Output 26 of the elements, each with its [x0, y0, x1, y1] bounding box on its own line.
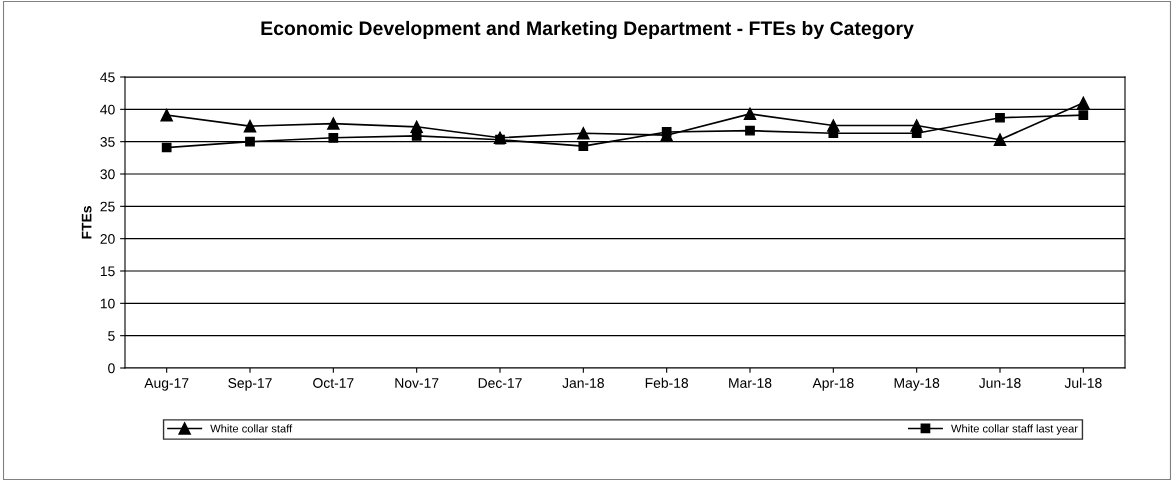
x-tick-label: Feb-18: [645, 377, 689, 388]
x-tick-label: Jul-18: [1064, 377, 1102, 388]
y-tick-label: 5: [108, 331, 115, 341]
y-tick-label: 20: [100, 234, 115, 244]
chart-title: Economic Development and Marketing Department - FTEs by Category: [261, 20, 914, 40]
y-tick-label: 30: [100, 169, 115, 180]
x-tick-label: Sep-17: [228, 378, 272, 391]
y-tick-label: 25: [100, 201, 115, 212]
y-axis-title: FTEs: [81, 206, 92, 239]
y-tick-label: 35: [100, 137, 115, 147]
y-tick-label: 0: [108, 363, 115, 374]
x-tick-label: Aug-17: [144, 378, 189, 391]
x-tick-label: Nov-17: [395, 378, 439, 388]
y-tick-label: 45: [100, 72, 115, 83]
x-tick-label: Jun-18: [978, 378, 1021, 388]
y-tick-label: 15: [100, 266, 115, 277]
legend-label: White collar staff: [210, 424, 293, 433]
x-tick-label: Apr-18: [812, 378, 854, 391]
x-tick-label: Oct-17: [313, 378, 354, 388]
y-tick-label: 40: [100, 104, 115, 115]
y-tick-label: 10: [100, 298, 115, 309]
legend-label: White collar staff last year: [951, 424, 1078, 435]
x-tick-label: Dec-17: [478, 378, 522, 388]
x-tick-label: Mar-18: [729, 378, 772, 388]
x-tick-label: May-18: [894, 378, 940, 391]
x-tick-label: Jan-18: [562, 378, 604, 388]
